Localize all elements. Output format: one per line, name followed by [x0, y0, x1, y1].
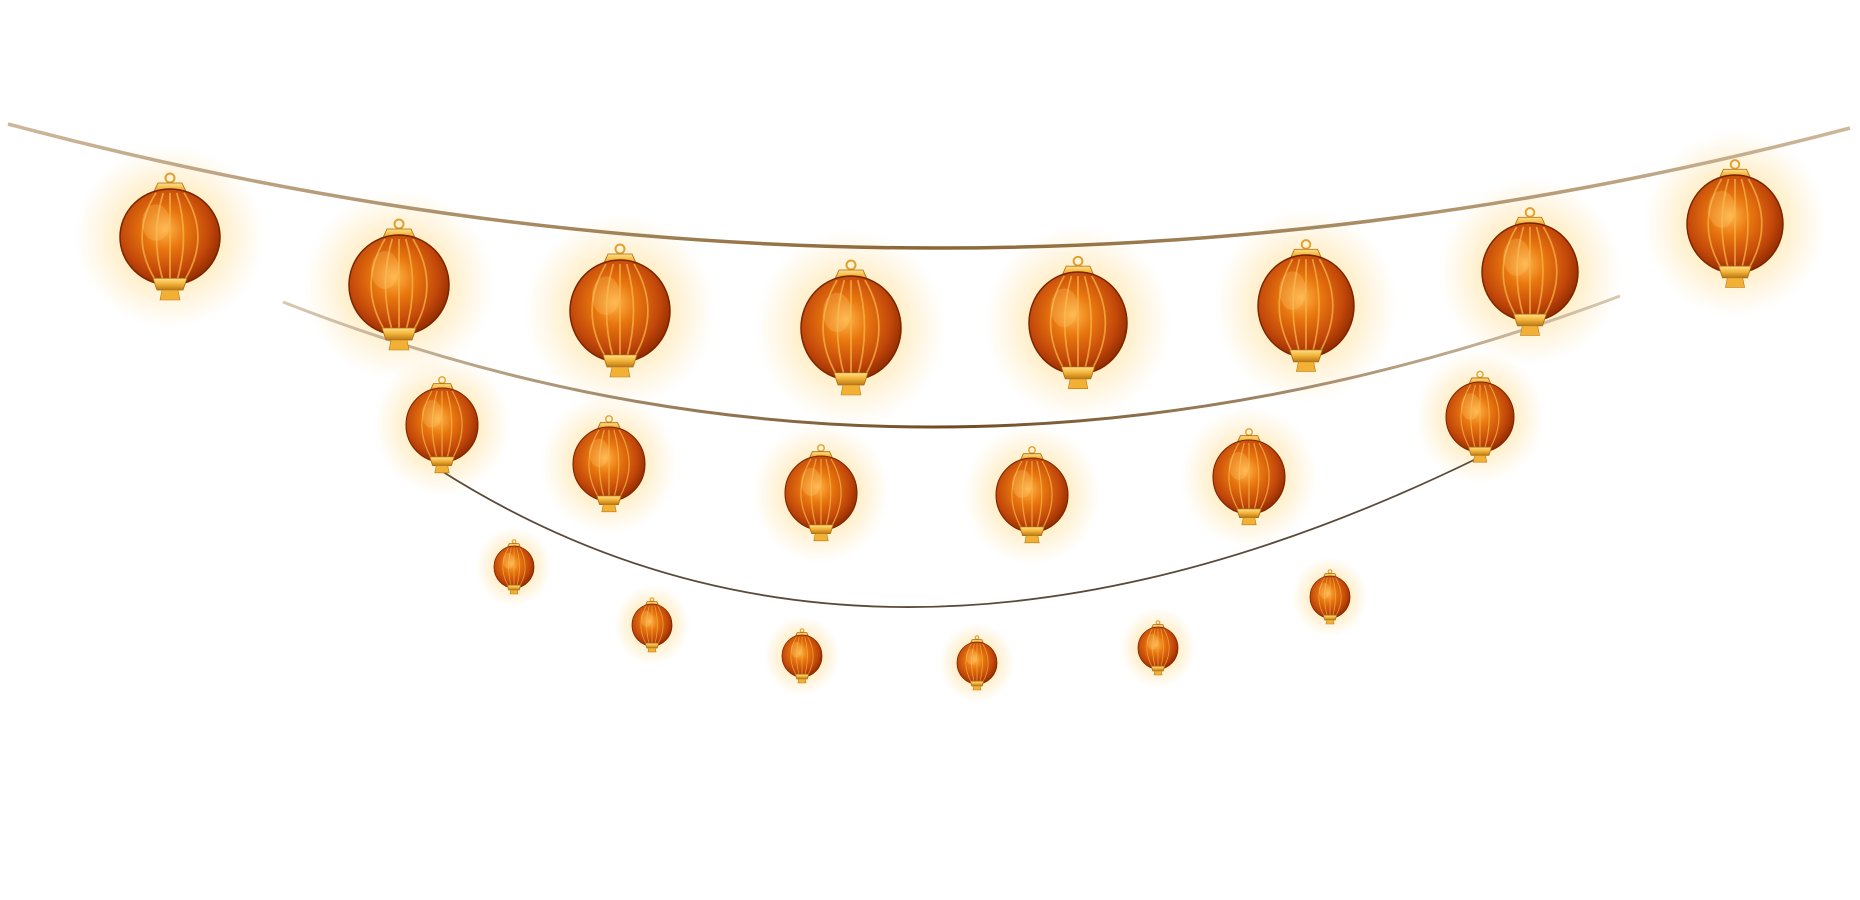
lantern-bottom: [631, 597, 673, 653]
lantern-bottom: [1309, 569, 1351, 625]
lantern-middle: [572, 415, 646, 513]
lantern-bottom: [493, 539, 535, 595]
lantern-top: [1028, 255, 1128, 389]
middle-string: [282, 294, 1621, 429]
lantern-bottom: [781, 628, 823, 684]
lantern-middle: [1445, 370, 1515, 463]
lantern-bottom: [1137, 620, 1179, 676]
lantern-glows: [75, 130, 1827, 703]
lantern-top: [348, 218, 450, 351]
lantern-middle: [784, 444, 858, 542]
lantern-middle: [995, 446, 1069, 544]
lantern-top: [569, 243, 671, 378]
lantern-top: [1257, 239, 1355, 372]
top-string: [7, 122, 1851, 250]
lantern-top: [1686, 159, 1784, 288]
lantern-top: [119, 172, 221, 301]
lantern-top: [1481, 207, 1579, 336]
lantern-bottom: [956, 635, 998, 691]
bottom-string: [439, 457, 1479, 608]
lantern-middle: [405, 376, 479, 474]
lanterns: [119, 159, 1784, 691]
lantern-middle: [1212, 428, 1286, 526]
lantern-top: [800, 259, 902, 396]
